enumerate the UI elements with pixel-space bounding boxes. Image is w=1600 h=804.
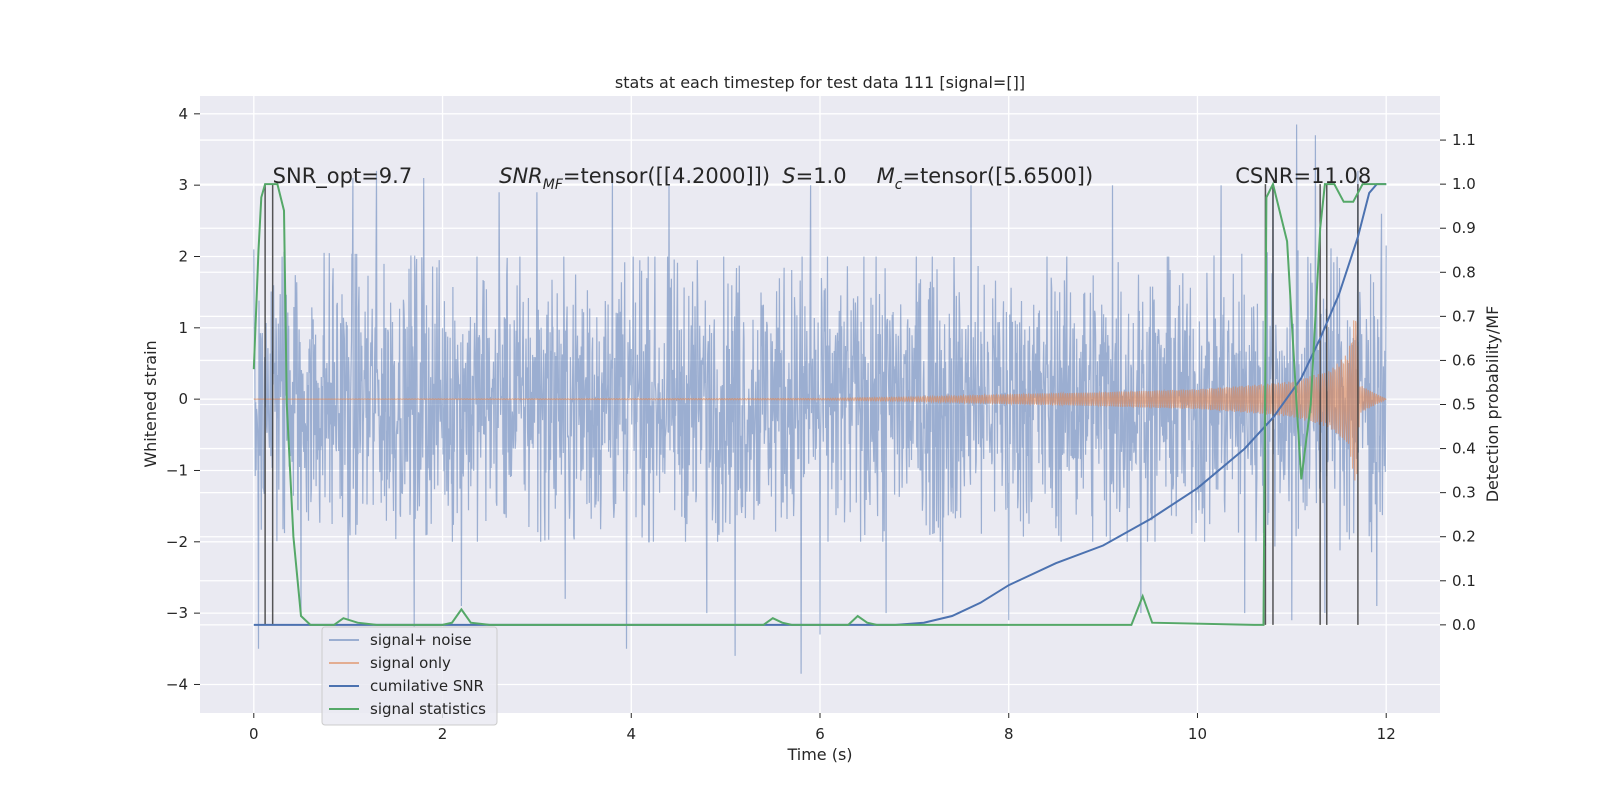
legend: signal+ noise signal only cumilative SNR si… [321, 626, 498, 726]
y-left-tick-label: −3 [166, 604, 188, 622]
annotation-text: S=1.0 [782, 164, 846, 188]
annotation-text: SNRMF=tensor([[4.2000]]) [499, 164, 770, 193]
y-left-tick-label: −2 [166, 533, 188, 551]
annotation-symbol: S [782, 164, 795, 188]
x-tick-label: 8 [1004, 725, 1014, 743]
annotation-value: =tensor([5.6500]) [902, 164, 1093, 188]
x-tick-label: 0 [249, 725, 259, 743]
y-left-tick-label: 4 [178, 105, 188, 123]
y-left-tick-label: −4 [166, 675, 188, 693]
y-left-tick-label: 2 [178, 247, 188, 265]
annotation-text: SNR_opt=9.7 [273, 164, 413, 189]
y-right-tick-label: 0.0 [1452, 616, 1476, 634]
y-right-tick-label: 1.0 [1452, 175, 1476, 193]
annotations: SNR_opt=9.7 SNRMF=tensor([[4.2000]]) S=1.0… [273, 164, 1372, 193]
y-right-tick-label: 0.4 [1452, 440, 1476, 458]
x-tick-label: 12 [1377, 725, 1396, 743]
line-series [252, 181, 1387, 626]
annotation-subscript: MF [543, 177, 564, 193]
signal-noise-line [253, 124, 1387, 674]
y-right-tick-label: 0.1 [1452, 572, 1476, 590]
y-right-tick-label: 0.6 [1452, 351, 1476, 369]
axis-ticks: 0 2 4 6 8 10 12−4−3−2−1012340.00.10.20.30.40.5… [166, 105, 1476, 743]
x-tick-label: 4 [626, 725, 636, 743]
legend-label: signal+ noise [370, 631, 472, 649]
x-tick-label: 6 [815, 725, 825, 743]
cumulative-snr-line [253, 183, 1387, 626]
signal-statistics-line [252, 181, 1387, 626]
y-axis-label-right: Detection probability/MF [1483, 306, 1502, 503]
y-right-tick-label: 0.7 [1452, 307, 1476, 325]
legend-box [321, 626, 498, 726]
annotation-text: Mc=tensor([5.6500]) [877, 164, 1094, 193]
annotation-value: =1.0 [796, 164, 847, 188]
annotation-symbol: SNR [499, 164, 543, 188]
chart-title: stats at each timestep for test data 111… [615, 73, 1025, 92]
signal-only-line [253, 320, 1387, 481]
y-axis-label-left: Whitened strain [141, 340, 160, 467]
y-right-tick-label: 1.1 [1452, 131, 1476, 149]
y-right-tick-label: 0.5 [1452, 396, 1476, 414]
legend-label: signal statistics [370, 700, 486, 718]
legend-label: signal only [370, 654, 451, 672]
y-right-tick-label: 0.2 [1452, 528, 1476, 546]
signal-noise-series [253, 124, 1387, 674]
x-axis-label: Time (s) [786, 745, 852, 764]
y-left-tick-label: 1 [178, 319, 188, 337]
x-tick-label: 2 [438, 725, 448, 743]
x-tick-label: 10 [1188, 725, 1207, 743]
y-left-tick-label: 0 [178, 390, 188, 408]
y-left-tick-label: 3 [178, 176, 188, 194]
annotation-value: =tensor([[4.2000]]) [563, 164, 770, 188]
annotation-subscript: c [895, 177, 903, 193]
legend-label: cumilative SNR [370, 677, 484, 695]
annotation-symbol: M [877, 164, 895, 188]
signal-only-series [253, 320, 1387, 481]
y-left-tick-label: −1 [166, 461, 188, 479]
annotation-text: CSNR=11.08 [1235, 164, 1371, 188]
y-right-tick-label: 0.3 [1452, 484, 1476, 502]
y-right-tick-label: 0.9 [1452, 219, 1476, 237]
y-right-tick-label: 0.8 [1452, 263, 1476, 281]
